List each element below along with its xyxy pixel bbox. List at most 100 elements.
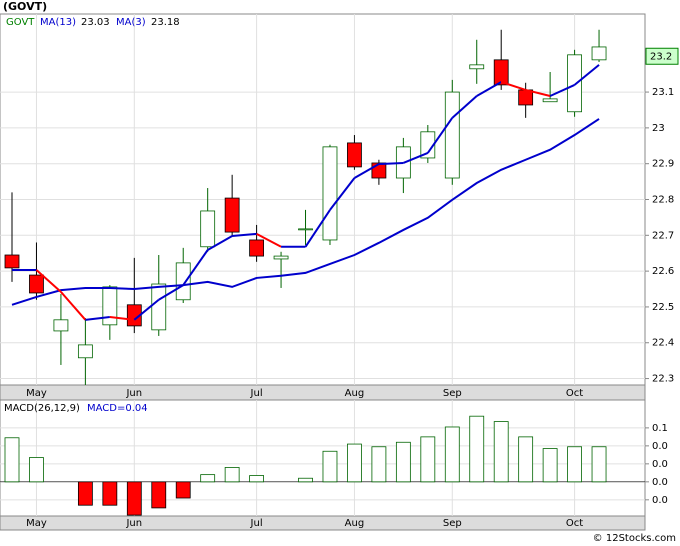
y-tick-label: 22.3 (652, 374, 674, 385)
ma-segment (85, 315, 110, 321)
macd-bar (4, 437, 20, 483)
ma-segment (256, 232, 282, 248)
y-tick-label: 0.0 (652, 459, 668, 470)
candle-body (322, 146, 338, 241)
candle-body (347, 142, 362, 168)
ma-segment (476, 81, 502, 97)
legend-ma13: MA(13) (40, 17, 76, 28)
candle-body (469, 64, 485, 70)
candle-body (298, 228, 313, 231)
y-tick-label: 0.0 (652, 441, 668, 452)
ma-segment (60, 291, 87, 321)
ma-segment (207, 235, 233, 251)
y-tick-label: 22.5 (652, 302, 674, 313)
macd-bar (347, 443, 362, 483)
macd-bar (102, 481, 118, 506)
macd-bar (29, 457, 44, 483)
macd-bar (567, 446, 582, 483)
macd-bar (126, 481, 142, 516)
legend-ma3-value: 23.18 (151, 17, 180, 28)
x-tick-label: Oct (566, 518, 583, 529)
y-tick-label: 0.1 (652, 423, 668, 434)
macd-bar (444, 426, 460, 483)
y-tick-label: 22.8 (652, 195, 674, 206)
macd-bar (518, 436, 534, 483)
ma-segment (182, 249, 209, 286)
macd-bar (371, 446, 387, 483)
y-tick-label: 0.0 (652, 477, 668, 488)
legend-ma3: MA(3) (116, 17, 146, 28)
ma-segment (158, 284, 184, 301)
ma-segment (133, 298, 160, 321)
x-tick-label: Jun (125, 518, 142, 529)
ma-segment (500, 81, 526, 91)
macd-bar (542, 448, 558, 483)
legend-macd-value: MACD=0.04 (87, 403, 148, 414)
footer: © 12Stocks.com (593, 533, 676, 544)
macd-bar (224, 467, 240, 483)
y-tick-label: 23 (652, 123, 665, 134)
candle-body (518, 89, 534, 106)
ma-segment (451, 95, 478, 119)
candle-body (175, 262, 191, 301)
legend-ma13-value: 23.03 (81, 17, 110, 28)
x-tick-label: Jul (250, 518, 263, 529)
legend: GOVT MA(13) 23.03 MA(3) 23.18 MACD(26,12… (4, 17, 180, 414)
x-tick-label: May (26, 388, 47, 399)
macd-bar (493, 421, 509, 483)
x-tick-label: May (26, 518, 47, 529)
candle-body (493, 59, 509, 86)
candle-body (102, 286, 118, 326)
macd-bar (469, 415, 485, 483)
x-tick-label: Sep (443, 388, 462, 399)
macd-bar (298, 477, 313, 483)
ma-segment (573, 64, 600, 86)
ma-segment (304, 209, 331, 248)
ma-segment (525, 88, 551, 97)
candle-body (444, 91, 460, 179)
macd-bar (249, 475, 265, 483)
ma-segment (402, 152, 429, 164)
last-price-label: 23.2 (650, 51, 672, 62)
macd-bar (200, 474, 216, 483)
y-tick-label: 22.9 (652, 159, 674, 170)
legend-macd: MACD(26,12,9) (4, 403, 80, 414)
macd-bar (322, 450, 338, 483)
x-tick-label: Sep (443, 518, 462, 529)
x-tick-label: Aug (345, 518, 365, 529)
candle-body (542, 98, 558, 103)
x-axis-strip (0, 384, 646, 401)
candle-body (151, 283, 167, 331)
ma-segment (378, 161, 404, 166)
x-tick-label: Aug (345, 388, 365, 399)
candle-body (249, 239, 265, 257)
candle-body (567, 54, 582, 113)
y-tick-label: 23.1 (652, 87, 674, 98)
ma-segment (549, 83, 575, 97)
macd-bar (151, 481, 167, 509)
ma-segment (35, 269, 62, 293)
candle-body (273, 255, 289, 260)
candle-body (4, 254, 20, 269)
x-tick-label: Jul (250, 388, 263, 399)
y-tick-label: 22.6 (652, 266, 674, 277)
x-axis-strip (0, 515, 646, 531)
macd-bar (591, 446, 607, 483)
chart-title: (GOVT) (3, 0, 47, 13)
candle-body (200, 210, 216, 248)
last-price-box (645, 47, 679, 65)
ma-segment (109, 315, 135, 321)
candle-body (420, 131, 436, 159)
macd-bar (175, 481, 191, 499)
candle-body (77, 344, 93, 359)
candle-body (224, 197, 240, 233)
legend-symbol: GOVT (6, 17, 35, 28)
y-tick-label: 0.0 (652, 495, 668, 506)
macd-bar (77, 481, 93, 506)
y-tick-label: 22.7 (652, 230, 674, 241)
x-tick-label: Oct (566, 388, 583, 399)
ma-line (11, 118, 600, 306)
candle-body (29, 274, 44, 294)
